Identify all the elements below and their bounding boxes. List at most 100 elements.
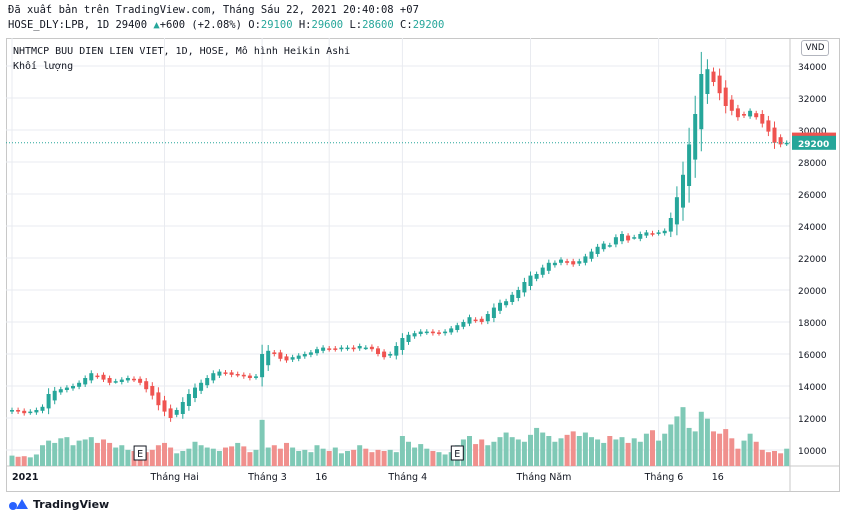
candle-body — [150, 386, 155, 396]
volume-bar — [412, 447, 418, 466]
volume-bar — [485, 445, 491, 466]
candle-body — [205, 378, 210, 386]
volume-bar — [155, 445, 161, 466]
low-value: 28600 — [362, 19, 394, 31]
volume-bar — [149, 449, 155, 466]
volume-bar — [94, 442, 100, 466]
volume-bar — [229, 446, 235, 466]
volume-bar — [479, 439, 485, 466]
volume-bar — [704, 418, 710, 466]
candle-body — [156, 392, 161, 406]
tradingview-logo[interactable]: TradingView — [8, 497, 109, 511]
candle-body — [138, 378, 143, 383]
volume-bar — [82, 439, 88, 466]
candle-body — [766, 120, 771, 132]
candle-body — [595, 246, 600, 254]
candle-body — [211, 373, 216, 381]
candle-body — [77, 382, 82, 387]
volume-label: Khối lượng — [13, 61, 74, 72]
candle-body — [687, 144, 692, 186]
candle-body — [278, 352, 283, 359]
candle-body — [528, 275, 533, 286]
volume-bar — [235, 442, 241, 466]
earnings-marker — [450, 445, 464, 461]
candle-body — [339, 347, 344, 350]
y-tick-label: 12000 — [798, 415, 827, 425]
volume-bar — [589, 437, 594, 466]
candle-body — [351, 347, 356, 350]
volume-bar — [607, 436, 613, 466]
volume-bar — [650, 430, 655, 466]
volume-bar — [473, 444, 479, 466]
volume-bar — [223, 447, 228, 466]
candle-body — [22, 410, 27, 414]
volume-bar — [332, 447, 338, 466]
candle-body — [412, 333, 417, 337]
candle-body — [28, 411, 33, 414]
chart-frame[interactable] — [6, 38, 840, 492]
volume-bar — [58, 438, 64, 466]
candle-body — [144, 381, 149, 390]
candle-body — [89, 373, 94, 381]
volume-bar — [186, 448, 192, 466]
candle-body — [735, 108, 740, 118]
candle-body — [479, 318, 484, 322]
volume-bar — [558, 438, 564, 466]
volume-bar — [656, 440, 662, 466]
candle-body — [296, 355, 301, 359]
volume-bar — [582, 432, 588, 466]
volume-bar — [418, 444, 424, 466]
y-tick-label: 14000 — [798, 383, 827, 393]
candle-body — [491, 307, 496, 318]
candle-body — [193, 387, 197, 398]
volume-bar — [515, 439, 521, 466]
chart-canvas[interactable]: 10000 12000 14000 16000 18000 20000 22000 24000… — [6, 38, 840, 492]
candle-body — [723, 87, 728, 106]
x-tick-label: Tháng Năm — [516, 472, 572, 483]
volume-bar — [125, 449, 131, 466]
candle-body — [58, 389, 63, 393]
volume-bar — [467, 436, 472, 466]
candle-body — [589, 251, 594, 259]
candle-body — [315, 349, 319, 354]
candle-body — [302, 354, 307, 357]
x-tick-label: 16 — [712, 472, 724, 483]
volume-bar — [70, 445, 76, 466]
candle-body — [40, 406, 45, 411]
candle-body — [254, 376, 258, 378]
volume-bar — [625, 442, 631, 466]
candle-body — [754, 113, 759, 118]
volume-bar — [101, 439, 106, 466]
volume-bar — [253, 449, 259, 466]
volume-bar — [759, 449, 765, 466]
candle-body — [534, 274, 539, 279]
candle-body — [662, 230, 667, 234]
candle-body — [369, 346, 374, 350]
volume-bar — [741, 440, 747, 466]
candle-body — [363, 347, 368, 350]
candle-body — [174, 410, 179, 415]
close-value: 29200 — [412, 19, 445, 31]
volume-bar — [27, 457, 33, 466]
candle-body — [742, 114, 746, 116]
high-label: H: — [298, 19, 312, 31]
volume-bar — [326, 451, 332, 466]
volume-bar — [595, 439, 601, 466]
volume-bar — [399, 436, 405, 466]
volume-bar — [772, 451, 777, 466]
volume-bar — [271, 445, 277, 466]
y-tick-label: 24000 — [798, 223, 827, 233]
candle-body — [644, 232, 649, 236]
currency-button[interactable]: VND — [801, 40, 829, 56]
volume-bar — [765, 452, 771, 466]
volume-bar — [259, 419, 265, 466]
candle-body — [656, 232, 661, 234]
volume-bar — [668, 424, 674, 466]
y-tick-label: 16000 — [798, 351, 827, 361]
volume-bar — [76, 440, 82, 466]
volume-bar — [680, 407, 686, 466]
volume-bar — [320, 448, 326, 466]
y-tick-label: 32000 — [798, 95, 827, 105]
volume-bar — [528, 434, 533, 466]
volume-bar — [247, 452, 253, 466]
